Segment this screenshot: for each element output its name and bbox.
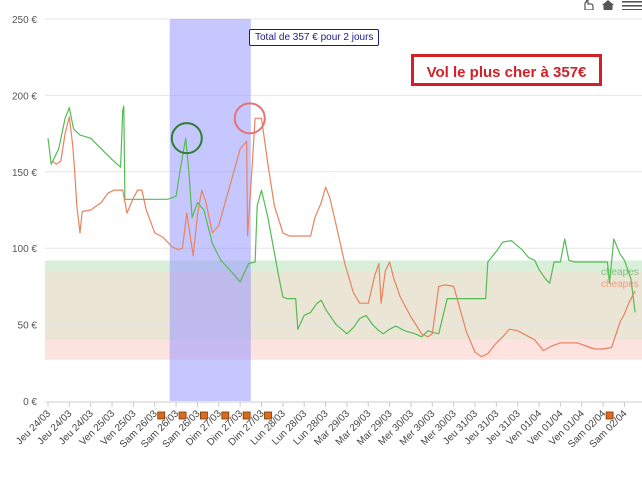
band-label-1: cheapes xyxy=(601,279,639,290)
menu-icon[interactable] xyxy=(622,1,642,10)
y-tick-label-2: 100 € xyxy=(12,244,37,255)
y-tick-label-4: 200 € xyxy=(12,91,37,102)
x-marker-26 xyxy=(605,411,614,420)
x-marker-5 xyxy=(157,411,166,420)
x-marker-10 xyxy=(264,411,272,420)
y-tick-label-5: 250 € xyxy=(12,15,37,26)
band-label-0: cheapes xyxy=(601,267,639,278)
y-tick-label-0: 0 € xyxy=(23,397,37,408)
x-marker-6 xyxy=(178,411,187,420)
total-tooltip: Total de 357 € pour 2 jours xyxy=(249,29,380,46)
price-band-1 xyxy=(45,271,642,340)
home-icon[interactable] xyxy=(602,0,614,10)
annotation-circle-1 xyxy=(233,102,266,135)
x-marker-7 xyxy=(200,411,208,420)
x-marker-9 xyxy=(242,411,251,420)
y-tick-label-3: 150 € xyxy=(12,168,37,179)
series-line-0 xyxy=(47,105,636,338)
selected-range-highlight xyxy=(169,19,251,401)
x-marker-8 xyxy=(221,411,230,420)
series-line-1 xyxy=(51,116,636,358)
y-tick-label-1: 50 € xyxy=(18,321,38,332)
top-icons xyxy=(584,0,642,10)
annotation-circle-0 xyxy=(170,122,203,155)
most-expensive-callout: Vol le plus cher à 357€ xyxy=(411,54,602,86)
hand-pointer-icon[interactable] xyxy=(584,0,594,10)
price-band-2 xyxy=(45,339,642,360)
price-band-0 xyxy=(45,260,642,272)
